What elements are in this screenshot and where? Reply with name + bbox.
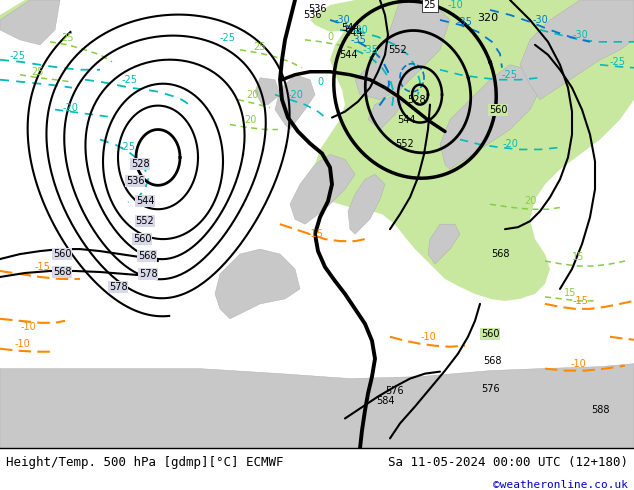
Text: 528: 528	[406, 95, 425, 105]
Polygon shape	[310, 0, 380, 32]
Text: 536: 536	[126, 176, 145, 186]
Text: 0: 0	[327, 32, 333, 42]
Text: 20: 20	[246, 90, 258, 99]
Text: 25: 25	[61, 33, 74, 43]
Text: -25: -25	[502, 70, 518, 80]
Polygon shape	[275, 75, 315, 129]
Text: 568: 568	[482, 356, 501, 366]
Text: 576: 576	[481, 384, 500, 393]
Text: 20: 20	[524, 196, 536, 206]
Polygon shape	[255, 78, 280, 105]
Text: 320: 320	[477, 13, 498, 23]
Text: -25: -25	[220, 33, 236, 43]
Text: 20: 20	[244, 115, 256, 124]
Text: 15: 15	[572, 252, 584, 262]
Text: 25: 25	[424, 0, 436, 10]
Text: -20: -20	[62, 102, 78, 113]
Polygon shape	[520, 0, 634, 99]
Text: -15: -15	[572, 296, 588, 306]
Text: 25: 25	[254, 42, 266, 52]
Polygon shape	[480, 368, 570, 448]
Text: 568: 568	[53, 267, 71, 277]
Text: 560: 560	[133, 234, 152, 244]
Polygon shape	[290, 154, 355, 224]
Text: 536: 536	[307, 4, 327, 14]
Text: -35: -35	[362, 45, 378, 55]
Text: -25: -25	[10, 51, 26, 61]
Polygon shape	[348, 174, 385, 234]
Text: -10: -10	[420, 332, 436, 342]
Text: 568: 568	[491, 249, 509, 259]
Text: 544: 544	[136, 196, 154, 206]
Text: -30: -30	[572, 30, 588, 40]
Text: 578: 578	[108, 282, 127, 292]
Polygon shape	[0, 0, 60, 45]
Text: -15: -15	[307, 229, 323, 239]
Polygon shape	[355, 0, 450, 99]
Text: 552: 552	[396, 140, 415, 149]
Text: Sa 11-05-2024 00:00 UTC (12+180): Sa 11-05-2024 00:00 UTC (12+180)	[387, 456, 628, 469]
Text: 560: 560	[53, 249, 71, 259]
Text: -30: -30	[532, 15, 548, 25]
Text: 576: 576	[385, 386, 404, 395]
Polygon shape	[315, 0, 634, 301]
Text: -10: -10	[570, 359, 586, 368]
Text: -15: -15	[34, 262, 50, 272]
Text: ©weatheronline.co.uk: ©weatheronline.co.uk	[493, 480, 628, 490]
Text: 536: 536	[303, 10, 321, 20]
Text: -25: -25	[610, 57, 626, 67]
Text: -30: -30	[334, 15, 350, 25]
Text: 584: 584	[376, 395, 394, 406]
Text: 560: 560	[489, 104, 507, 115]
Text: 552: 552	[136, 216, 154, 226]
Text: -10: -10	[447, 0, 463, 10]
Text: 544: 544	[397, 115, 415, 124]
Polygon shape	[580, 404, 634, 448]
Polygon shape	[0, 364, 634, 448]
Text: -10: -10	[14, 339, 30, 349]
Text: -35: -35	[456, 17, 472, 27]
Text: 25: 25	[32, 67, 44, 77]
Polygon shape	[215, 249, 300, 319]
Text: -35: -35	[350, 35, 366, 45]
Polygon shape	[0, 0, 60, 35]
Text: -20: -20	[287, 90, 303, 99]
Text: 528: 528	[131, 159, 150, 170]
Text: -25: -25	[122, 74, 138, 85]
Polygon shape	[428, 224, 460, 264]
Text: 552: 552	[389, 45, 408, 55]
Polygon shape	[440, 65, 540, 170]
Text: 0: 0	[317, 77, 323, 87]
Text: 544: 544	[339, 50, 357, 60]
Text: -20: -20	[502, 140, 518, 149]
Text: 544: 544	[344, 28, 362, 38]
Text: -25: -25	[120, 143, 136, 152]
Text: -30: -30	[352, 25, 368, 35]
Text: 588: 588	[591, 406, 609, 416]
Text: 544: 544	[340, 23, 359, 33]
Text: Height/Temp. 500 hPa [gdmp][°C] ECMWF: Height/Temp. 500 hPa [gdmp][°C] ECMWF	[6, 456, 284, 469]
Text: 560: 560	[481, 329, 499, 339]
Polygon shape	[368, 95, 405, 129]
Text: 15: 15	[564, 288, 576, 298]
Text: 578: 578	[139, 269, 157, 279]
Text: -10: -10	[20, 322, 36, 332]
Text: 568: 568	[138, 251, 156, 261]
